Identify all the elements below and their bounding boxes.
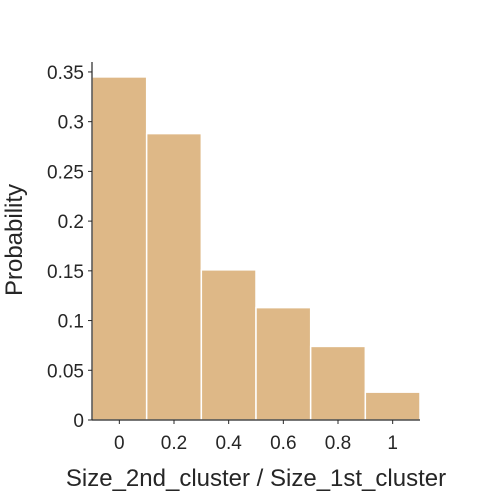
y-axis-title: Probability bbox=[1, 184, 28, 296]
x-tick-label-1: 0.2 bbox=[161, 433, 187, 454]
y-ticks-group: 0 0.05 0.1 0.15 0.2 0.25 0.3 0.35 bbox=[47, 63, 92, 432]
y-tick-label-3: 0.15 bbox=[47, 262, 84, 283]
histogram-bar-3 bbox=[255, 306, 312, 421]
bars-group bbox=[91, 76, 421, 421]
y-tick-label-4: 0.2 bbox=[58, 212, 84, 233]
y-tick-label-6: 0.3 bbox=[58, 113, 84, 134]
histogram-bar-1 bbox=[145, 132, 203, 421]
y-tick-label-0: 0 bbox=[73, 411, 84, 432]
x-tick-label-3: 0.6 bbox=[270, 433, 296, 454]
x-ticks-group: 0 0.2 0.4 0.6 0.8 1 bbox=[114, 420, 398, 454]
y-tick-label-5: 0.25 bbox=[47, 162, 84, 183]
y-tick-label-2: 0.1 bbox=[58, 312, 84, 333]
x-axis-title: Size_2nd_cluster / Size_1st_cluster bbox=[66, 465, 446, 492]
histogram-bar-2 bbox=[200, 269, 257, 421]
x-tick-label-5: 1 bbox=[387, 433, 398, 454]
x-tick-label-0: 0 bbox=[114, 433, 125, 454]
y-tick-label-7: 0.35 bbox=[47, 63, 84, 84]
x-tick-label-2: 0.4 bbox=[215, 433, 242, 454]
histogram-bar-5 bbox=[364, 391, 421, 421]
x-tick-label-4: 0.8 bbox=[325, 433, 351, 454]
y-tick-label-1: 0.05 bbox=[47, 361, 84, 382]
histogram-bar-4 bbox=[309, 345, 367, 421]
histogram-bar-0 bbox=[91, 76, 148, 421]
